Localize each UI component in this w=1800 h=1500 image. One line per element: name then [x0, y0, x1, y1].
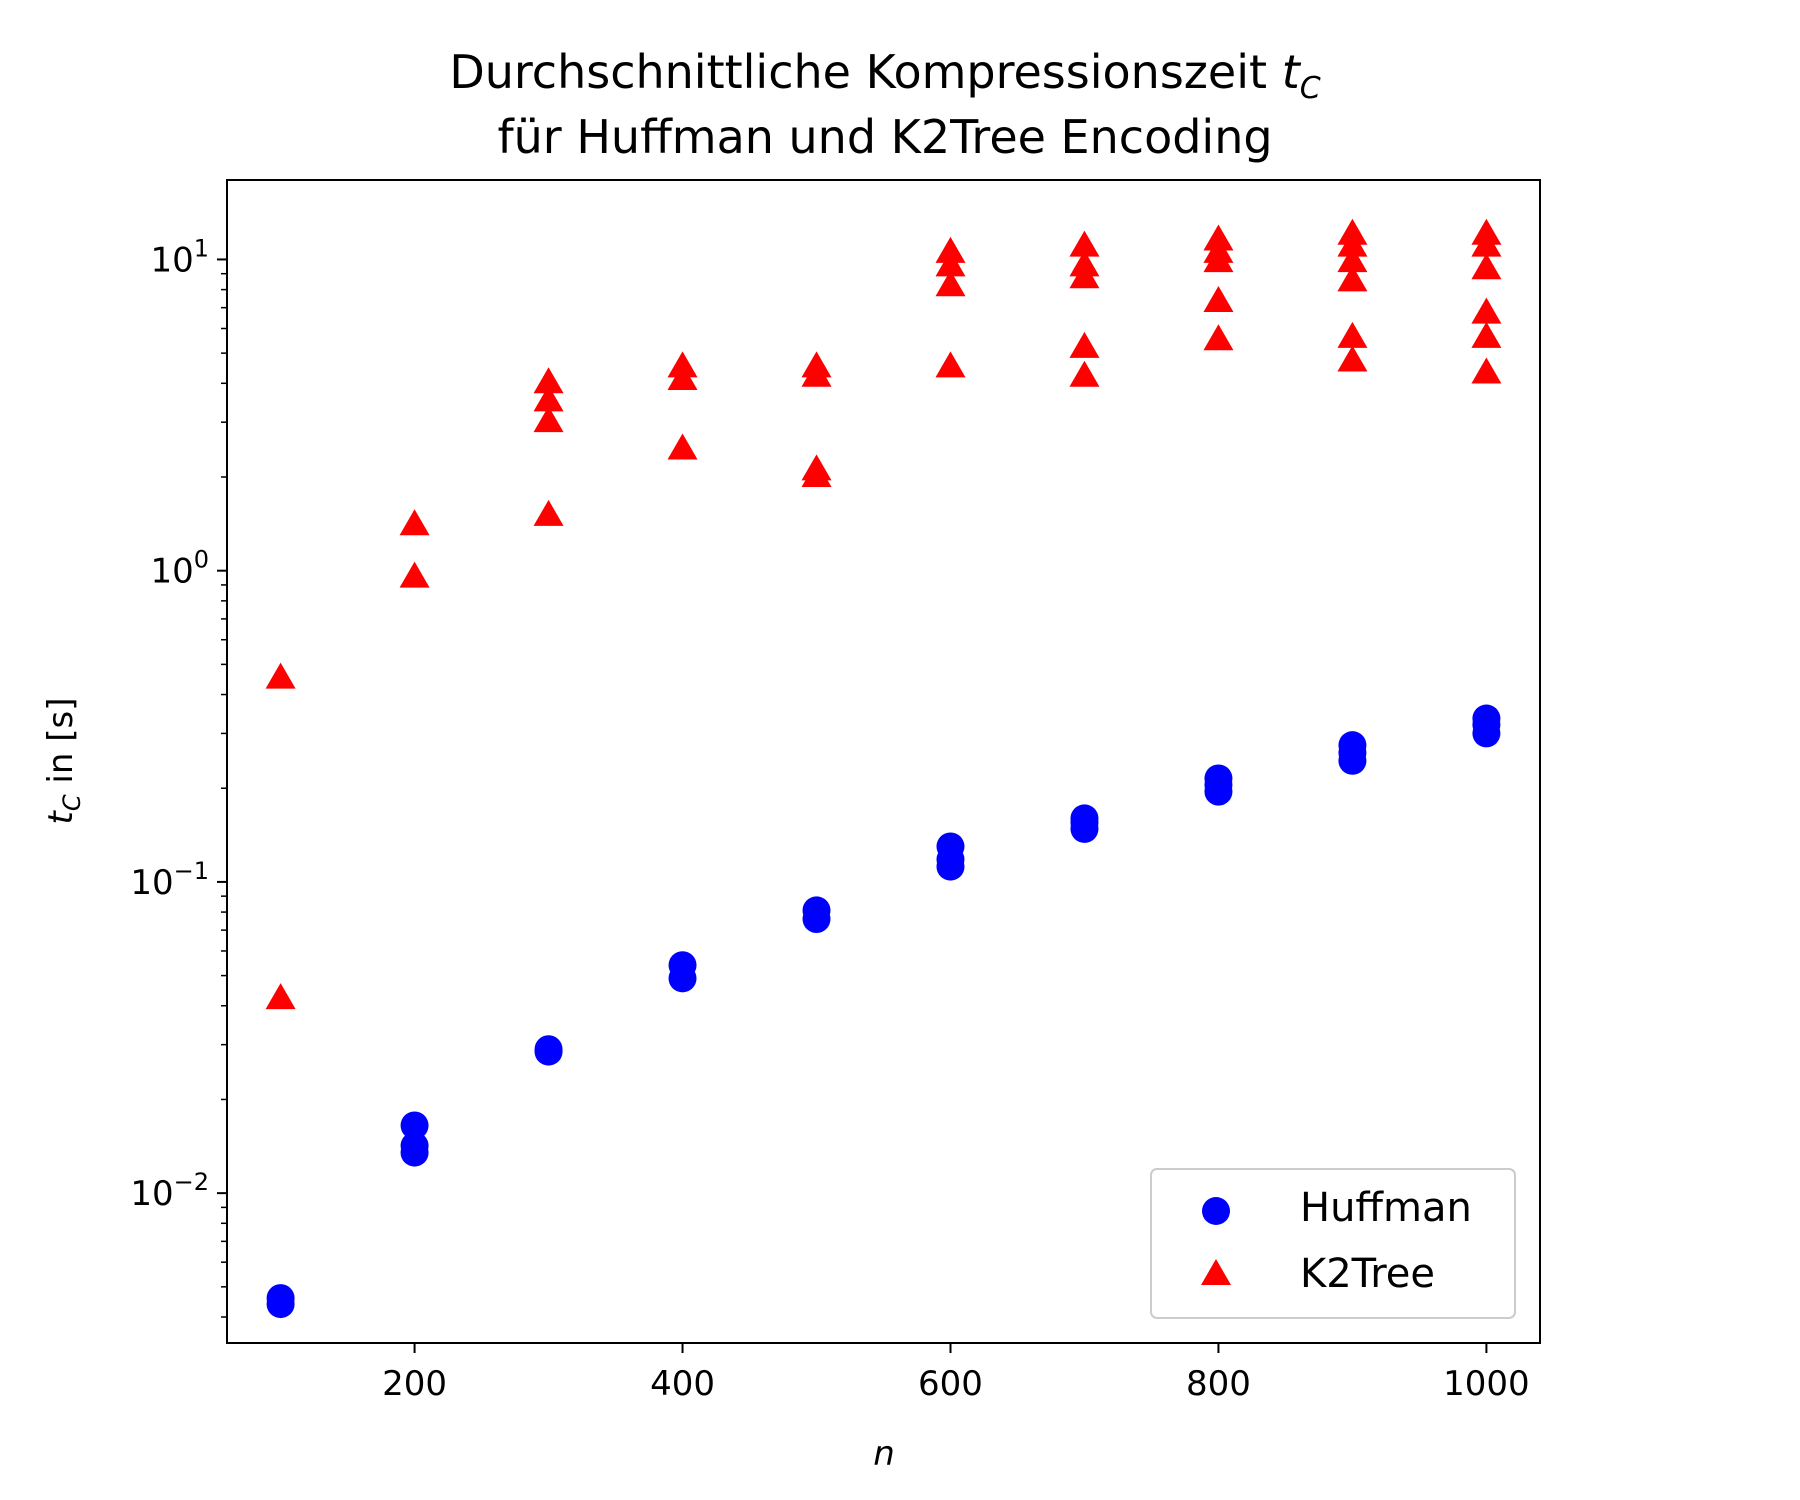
k2tree-point — [1203, 224, 1234, 251]
y-axis-label: tC in [s] — [41, 698, 86, 825]
k2tree-point — [935, 236, 966, 263]
legend-k2tree-label: K2Tree — [1300, 1251, 1435, 1297]
k2tree-point — [801, 351, 832, 378]
y-major-ticks: 10−2 10−1 100 101 — [130, 234, 227, 1214]
y-tick-label: 101 — [150, 234, 209, 280]
k2tree-point — [533, 499, 564, 526]
legend-box — [1150, 1168, 1516, 1319]
x-tick-label: 800 — [1186, 1364, 1251, 1404]
plot-area — [226, 179, 1541, 1344]
k2tree-point — [1203, 285, 1234, 312]
k2tree-point — [1337, 246, 1368, 273]
data-markers — [265, 218, 1502, 1319]
k2tree-point — [399, 509, 430, 536]
k2tree-point — [265, 662, 296, 689]
x-tick-label: 1000 — [1443, 1364, 1530, 1404]
k2tree-point — [1337, 218, 1368, 245]
k2tree-point — [1069, 360, 1100, 387]
legend: Huffman K2Tree — [1150, 1168, 1516, 1319]
k2tree-point — [935, 351, 966, 378]
x-ticks: 200 400 600 800 1000 — [382, 1343, 1530, 1404]
huffman-point — [266, 1284, 295, 1313]
k2tree-point — [1471, 218, 1502, 245]
legend-k2tree-marker — [1201, 1259, 1231, 1285]
y-tick-label: 10−2 — [130, 1168, 209, 1214]
x-tick-label: 600 — [918, 1364, 983, 1404]
k2tree-point — [1471, 297, 1502, 324]
huffman-point — [802, 896, 831, 925]
x-axis-label: n — [873, 1434, 895, 1474]
chart-title-line2: für Huffman und K2Tree Encoding — [497, 110, 1272, 164]
huffman-point — [400, 1111, 429, 1140]
huffman-point — [1472, 704, 1501, 733]
k2tree-point — [1337, 321, 1368, 348]
huffman-point — [1070, 804, 1099, 833]
huffman-point — [534, 1035, 563, 1064]
k2tree-point — [533, 406, 564, 433]
k2tree-point — [533, 385, 564, 412]
k2tree-point — [667, 433, 698, 460]
k2tree-point — [1069, 230, 1100, 257]
k2tree-point — [533, 367, 564, 394]
k2tree-point — [667, 351, 698, 378]
y-tick-label: 100 — [150, 546, 209, 592]
k2tree-point — [801, 454, 832, 481]
k2tree-point — [1337, 265, 1368, 292]
y-minor-ticks — [221, 272, 227, 1318]
chart-title-line1: Durchschnittliche Kompressionszeit tC — [449, 45, 1320, 106]
x-tick-label: 200 — [382, 1364, 447, 1404]
k2tree-point — [1203, 324, 1234, 351]
k2tree-point — [1069, 331, 1100, 358]
k2tree-point — [399, 561, 430, 588]
k2tree-point — [935, 270, 966, 297]
k2tree-point — [1069, 250, 1100, 277]
huffman-point — [668, 951, 697, 980]
huffman-point — [936, 832, 965, 861]
k2tree-point — [1471, 321, 1502, 348]
legend-huffman-label: Huffman — [1300, 1185, 1472, 1231]
k2tree-point — [265, 983, 296, 1010]
huffman-point — [1204, 764, 1233, 793]
k2tree-point — [1337, 345, 1368, 372]
huffman-point — [1338, 731, 1367, 760]
k2tree-point — [1471, 357, 1502, 384]
k2tree-point — [1471, 253, 1502, 280]
y-tick-label: 10−1 — [130, 857, 209, 903]
k2tree-point — [935, 250, 966, 277]
legend-huffman-marker — [1202, 1197, 1230, 1225]
huffman-point — [400, 1131, 429, 1160]
x-tick-label: 400 — [650, 1364, 715, 1404]
